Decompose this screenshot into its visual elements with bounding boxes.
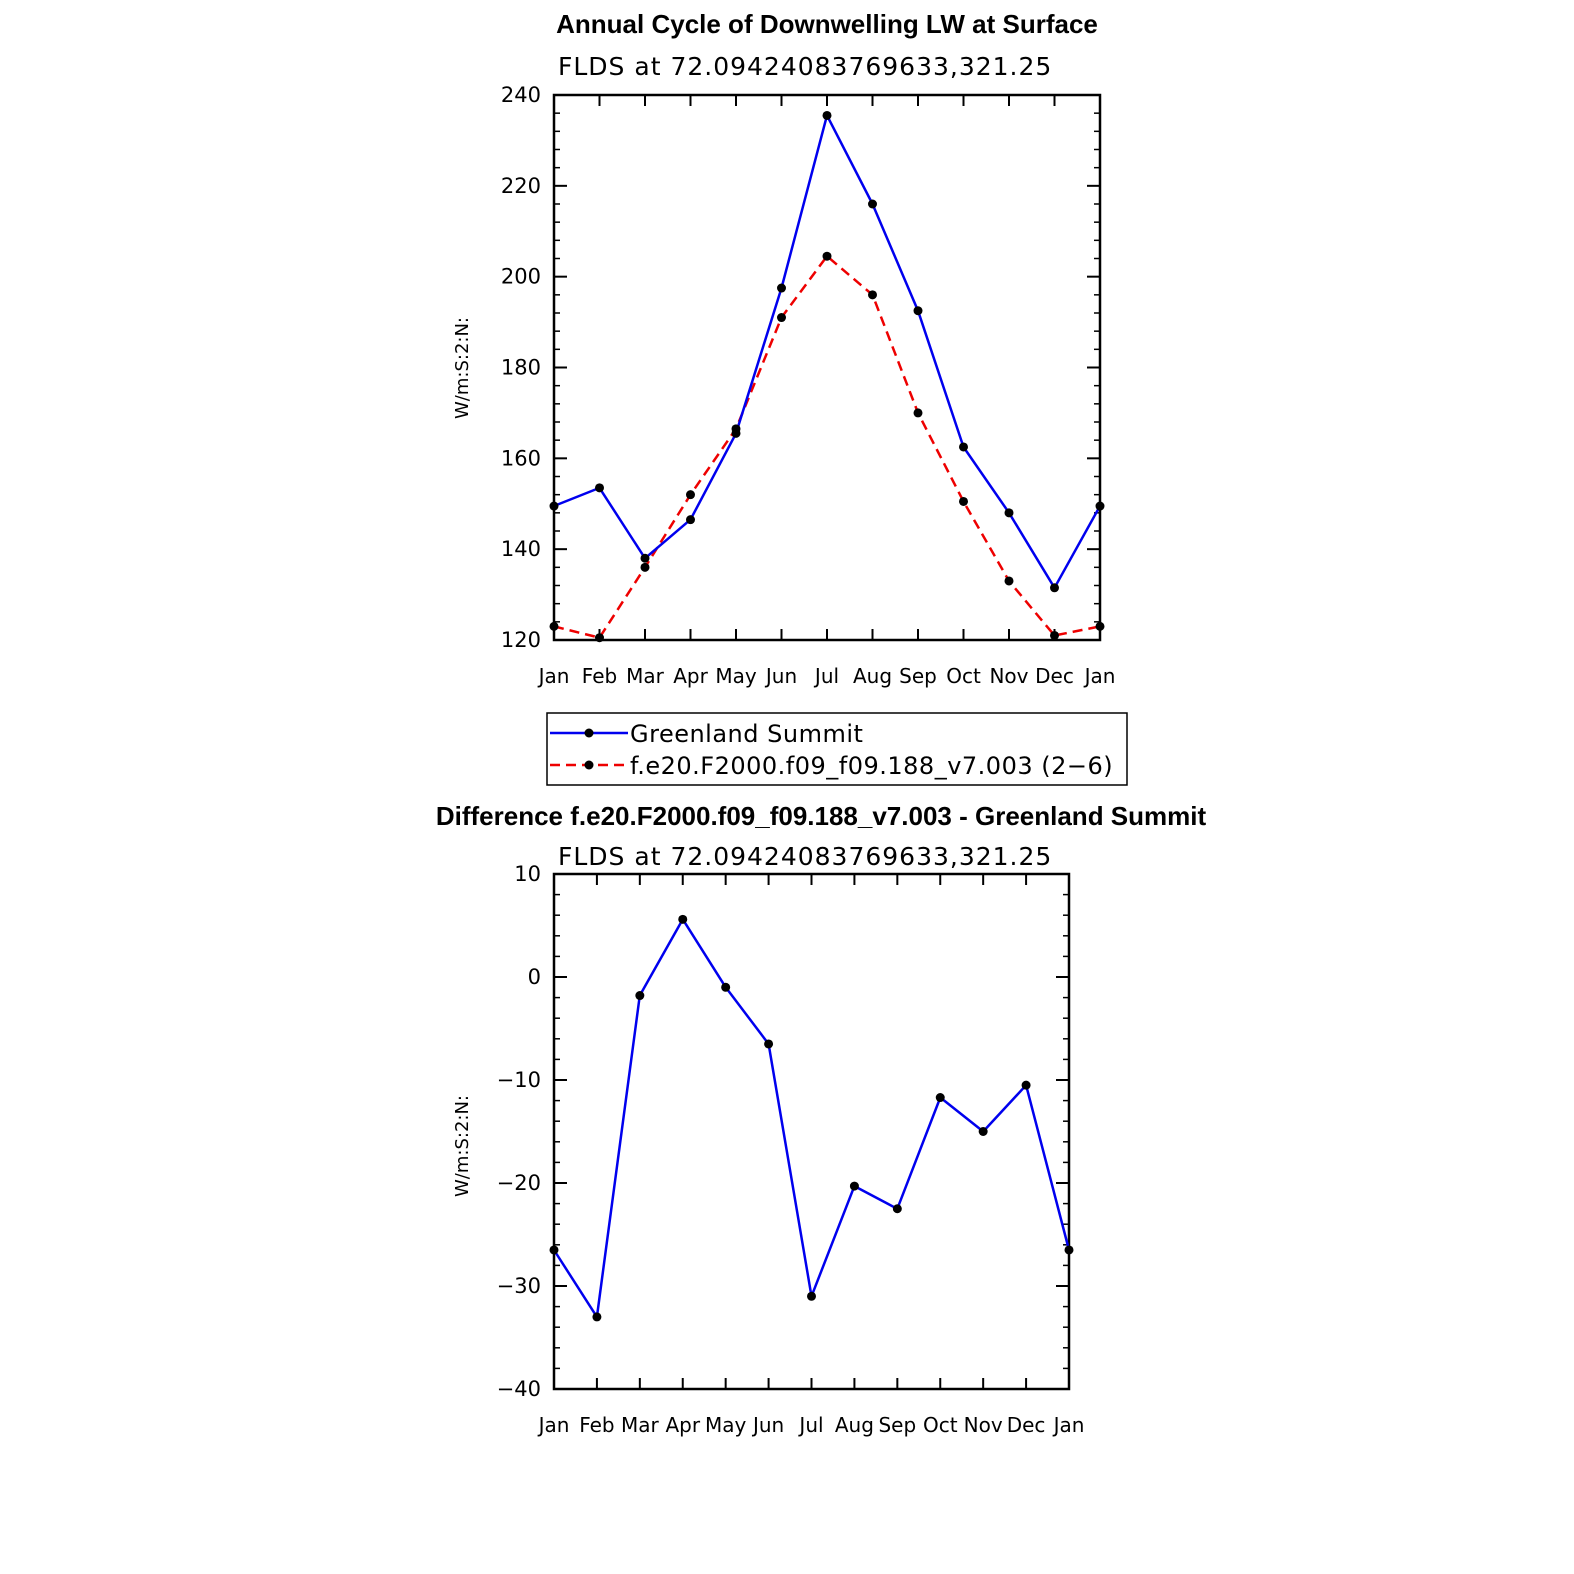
chart2-x-tick-label: Aug — [835, 1413, 874, 1437]
chart1-y-tick-label: 160 — [501, 446, 541, 470]
chart2-series-line-0 — [552, 918, 1071, 1319]
chart2-x-tick-label: Sep — [878, 1413, 916, 1437]
chart2-x-tick-label: Dec — [1007, 1413, 1046, 1437]
chart2-series-0-point — [807, 1291, 816, 1301]
legend-label-model: f.e20.F2000.f09_f09.188_v7.003 (2−6) — [630, 752, 1113, 780]
chart1-series-1-point — [913, 408, 923, 418]
chart1-series-0-point — [913, 306, 923, 316]
legend-box — [546, 712, 1128, 786]
chart2-series-0-point — [592, 1312, 602, 1322]
chart1-x-tick-label: Jan — [1083, 664, 1116, 688]
chart2-series-0-point — [764, 1039, 774, 1049]
chart1-subtitle: FLDS at 72.09424083769633,321.25 — [558, 52, 1052, 81]
chart2-series-0-point — [1064, 1245, 1074, 1255]
chart2-x-tick-label: Nov — [964, 1413, 1003, 1437]
chart2-series-0-point — [678, 914, 688, 924]
chart2-x-tick-label: Oct — [923, 1413, 958, 1437]
chart1-series-0-point — [1050, 583, 1059, 593]
chart2-x-tick-label: Jan — [537, 1413, 570, 1437]
chart1-series-0-point — [595, 483, 604, 493]
chart1-y-tick-label: 120 — [501, 628, 541, 652]
chart1-series-1-point — [549, 621, 559, 631]
chart1-frame — [552, 93, 1102, 642]
chart1-y-tick-label: 200 — [501, 265, 541, 289]
legend-label-greenland: Greenland Summit — [630, 720, 863, 748]
chart1-series-1-point — [686, 490, 695, 500]
chart1-y-tick-label: 240 — [501, 83, 541, 107]
chart2-series-0-point — [849, 1181, 859, 1191]
chart2-x-tick-label: May — [705, 1413, 747, 1437]
chart2-y-tick-label: −10 — [497, 1068, 541, 1092]
chart1-series-0-point — [1095, 501, 1105, 511]
chart1-series-0-point — [686, 515, 695, 525]
chart1-series-1-point — [731, 424, 741, 434]
chart1-x-tick-label: Sep — [899, 664, 937, 688]
chart1-x-tick-label: Oct — [946, 664, 981, 688]
chart1-legend: Greenland Summit f.e20.F2000.f09_f09.188… — [546, 712, 1128, 786]
chart2-title: Difference f.e20.F2000.f09_f09.188_v7.00… — [436, 801, 1207, 831]
legend-marker-model — [584, 760, 594, 770]
chart1-x-tick-label: Jul — [813, 664, 839, 688]
chart1-y-tick-label: 180 — [501, 356, 541, 380]
chart2-frame — [552, 872, 1071, 1391]
chart2-x-tick-label: Mar — [621, 1413, 660, 1437]
chart1-series-line-0 — [553, 114, 1102, 590]
chart2-series-0-point — [635, 991, 645, 1001]
chart1-x-tick-label: Apr — [673, 664, 708, 688]
chart1-series-0-point — [1004, 508, 1014, 518]
chart2-x-tick-label: Jan — [1052, 1413, 1085, 1437]
chart2-plot-area: Jan Feb Mar Apr May Jun Jul Aug Sep Oct Nov Dec Jan−… — [497, 862, 1085, 1437]
chart1-series-1-point — [1004, 576, 1014, 586]
legend-marker-greenland — [584, 728, 594, 738]
chart1-x-tick-label: Jun — [764, 664, 797, 688]
chart2-series-0-point — [721, 982, 731, 992]
chart1-x-tick-label: Feb — [582, 664, 617, 688]
chart2-y-tick-label: 0 — [528, 965, 541, 989]
chart2-x-tick-label: Feb — [579, 1413, 614, 1437]
chart1-series-0-point — [549, 501, 559, 511]
chart1-series-1-point — [595, 633, 604, 643]
chart1-x-tick-label: Mar — [626, 664, 665, 688]
chart2-y-tick-label: −40 — [497, 1377, 541, 1401]
chart1-y-tick-label: 220 — [501, 174, 541, 198]
chart2-y-axis-label: W/m:S:2:N: — [452, 1095, 473, 1197]
chart1-series-0-point — [959, 442, 968, 452]
chart2-series-0-point — [549, 1245, 559, 1255]
chart1-y-axis-label: W/m:S:2:N: — [452, 317, 473, 419]
chart2-y-tick-label: 10 — [514, 862, 541, 886]
chart2-series-0-point — [978, 1127, 988, 1136]
chart1-x-tick-label: Dec — [1035, 664, 1074, 688]
chart2-series-0-point — [1021, 1080, 1031, 1090]
chart2-x-tick-label: Jun — [751, 1413, 784, 1437]
chart2-y-tick-label: −20 — [497, 1171, 541, 1195]
chart1-series-line-1 — [553, 254, 1101, 639]
chart1-series-0-point — [640, 553, 650, 563]
chart1-series-1-point — [822, 251, 832, 261]
chart1-series-1-point — [1050, 630, 1059, 640]
chart1-title: Annual Cycle of Downwelling LW at Surfac… — [556, 9, 1098, 39]
chart1-plot-area: Jan Feb Mar Apr May Jun Jul Aug Sep Oct Nov Dec Jan 1… — [501, 83, 1116, 688]
chart1-series-0-point — [777, 283, 786, 293]
chart1-series-0-point — [868, 199, 877, 209]
chart1-y-tick-label: 140 — [501, 537, 541, 561]
chart1-series-1-point — [868, 290, 877, 300]
chart1-x-tick-label: May — [715, 664, 757, 688]
chart1-series-1-point — [777, 313, 786, 323]
chart1-series-1-point — [959, 496, 968, 506]
chart2-x-tick-label: Jul — [797, 1413, 823, 1437]
chart2-subtitle: FLDS at 72.09424083769633,321.25 — [558, 842, 1052, 871]
chart2-series-0-point — [935, 1093, 945, 1103]
chart2-series-0-point — [892, 1204, 902, 1214]
chart1-x-tick-label: Jan — [537, 664, 570, 688]
chart1-series-0-point — [822, 110, 832, 120]
chart1-series-1-point — [640, 562, 650, 572]
chart2-y-tick-label: −30 — [497, 1274, 541, 1298]
chart1-x-tick-label: Aug — [853, 664, 892, 688]
chart1-series-1-point — [1095, 621, 1105, 631]
chart1-x-tick-label: Nov — [989, 664, 1028, 688]
chart2-x-tick-label: Apr — [665, 1413, 700, 1437]
